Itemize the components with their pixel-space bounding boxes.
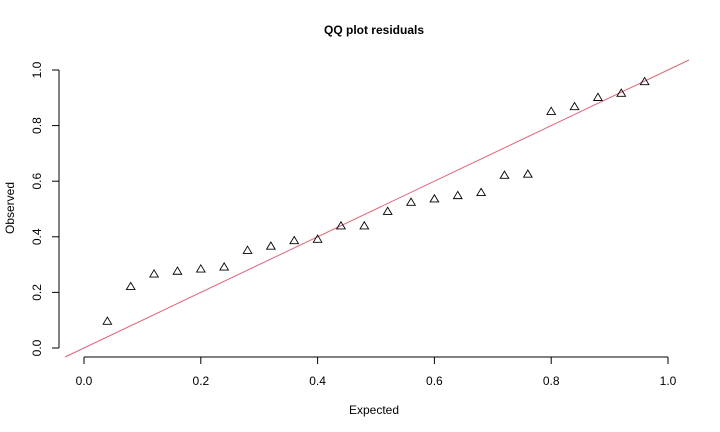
plot-area — [64, 59, 690, 358]
data-point — [172, 266, 183, 275]
y-tick-label: 0.4 — [30, 228, 44, 245]
reference-line — [64, 59, 690, 358]
y-axis-ticks: 0.0 0.2 0.4 0.6 0.8 1.0 — [30, 61, 59, 356]
data-point — [195, 263, 206, 273]
data-point — [546, 106, 557, 115]
y-tick-label: 0.6 — [30, 173, 44, 190]
chart-title: QQ plot residuals — [324, 23, 424, 37]
data-point — [429, 193, 440, 203]
data-point — [639, 76, 650, 86]
data-point — [149, 268, 160, 278]
y-axis-label: Observed — [3, 182, 17, 234]
data-point — [569, 101, 580, 111]
data-point — [522, 169, 533, 178]
data-point — [476, 187, 487, 197]
data-point — [265, 241, 276, 250]
data-point — [289, 235, 300, 245]
data-point — [312, 234, 323, 243]
data-point — [592, 92, 603, 101]
data-point — [616, 88, 627, 97]
y-tick-label: 0.2 — [30, 284, 44, 301]
y-tick-label: 0.8 — [30, 117, 44, 134]
x-tick-label: 0.2 — [192, 374, 209, 388]
x-tick-label: 0.8 — [543, 374, 560, 388]
x-tick-label: 0.6 — [426, 374, 443, 388]
data-point — [242, 245, 253, 254]
x-tick-label: 0.0 — [76, 374, 93, 388]
x-axis-label: Expected — [349, 403, 399, 417]
x-tick-label: 1.0 — [660, 374, 677, 388]
x-tick-label: 0.4 — [309, 374, 326, 388]
data-point — [102, 316, 113, 325]
y-tick-label: 0.0 — [30, 339, 44, 356]
y-tick-label: 1.0 — [30, 61, 44, 78]
data-point — [382, 206, 393, 215]
data-point — [125, 281, 136, 290]
data-point — [359, 220, 370, 230]
data-point — [452, 190, 463, 200]
data-point — [219, 261, 230, 271]
data-point — [405, 197, 417, 206]
data-point — [335, 220, 347, 230]
x-axis-ticks: 0.0 0.2 0.4 0.6 0.8 1.0 — [76, 357, 677, 388]
data-point — [499, 170, 510, 179]
